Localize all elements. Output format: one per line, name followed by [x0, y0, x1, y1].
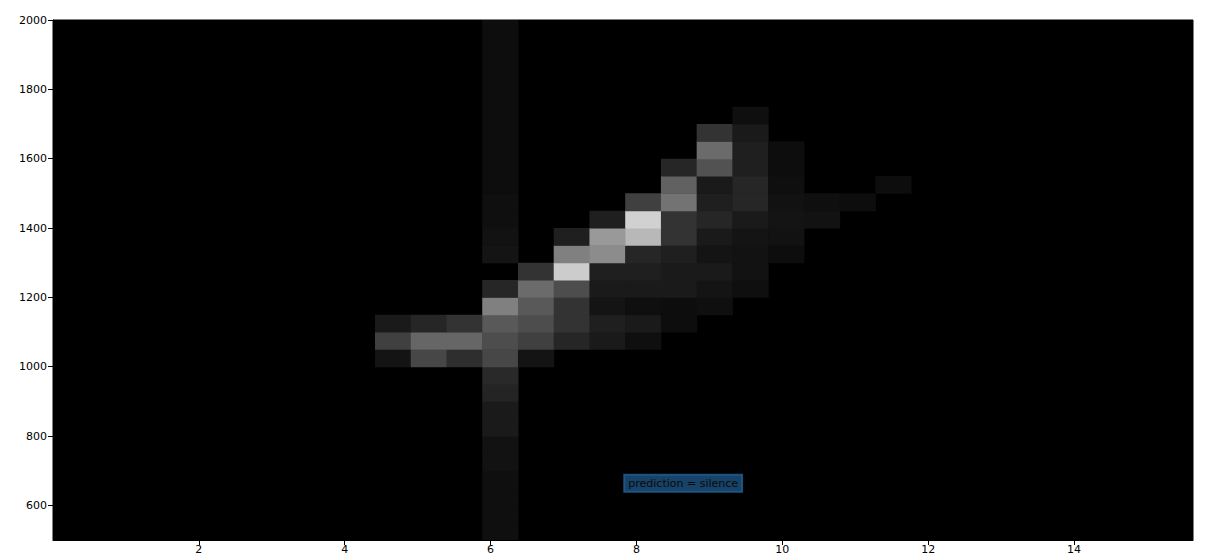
svg-text:1800: 1800: [19, 83, 47, 96]
svg-text:1200: 1200: [19, 291, 47, 304]
svg-text:2000: 2000: [19, 14, 47, 27]
svg-text:4: 4: [341, 543, 348, 556]
svg-text:10: 10: [775, 543, 789, 556]
svg-text:14: 14: [1067, 543, 1081, 556]
svg-text:800: 800: [26, 430, 47, 443]
svg-text:8: 8: [633, 543, 640, 556]
svg-text:1600: 1600: [19, 152, 47, 165]
svg-text:12: 12: [921, 543, 935, 556]
svg-text:1400: 1400: [19, 222, 47, 235]
svg-text:6: 6: [487, 543, 494, 556]
svg-text:600: 600: [26, 499, 47, 512]
svg-text:2: 2: [195, 543, 202, 556]
svg-text:prediction = silence: prediction = silence: [628, 477, 738, 490]
svg-text:1000: 1000: [19, 360, 47, 373]
